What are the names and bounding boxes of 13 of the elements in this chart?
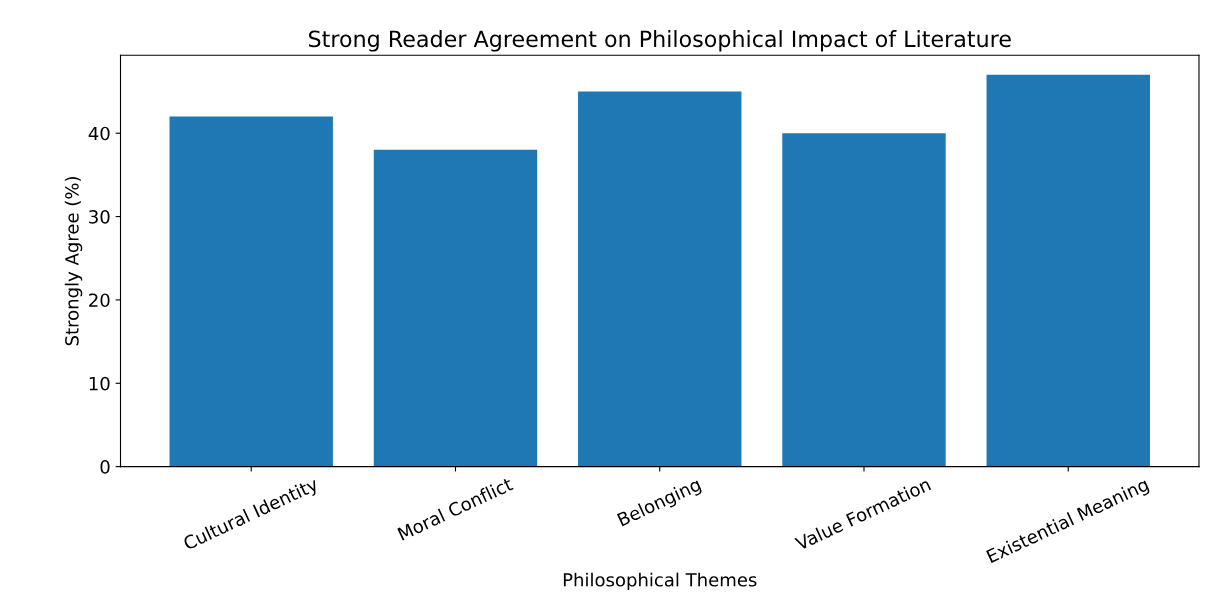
bar	[373, 149, 538, 467]
bar	[782, 133, 946, 467]
y-tick-label: 20	[89, 293, 110, 308]
x-axis-title: Philosophical Themes	[563, 572, 757, 591]
y-tick-label: 10	[89, 376, 110, 391]
bar	[169, 116, 333, 467]
bar	[986, 74, 1150, 467]
y-tick-label: 0	[100, 460, 110, 474]
chart-title: Strong Reader Agreement on Philosophical Impact of Literature	[308, 30, 1011, 52]
y-tick-label: 30	[89, 210, 110, 224]
y-tick-label: 40	[88, 126, 110, 141]
y-axis-title: Strongly Agree (%)	[64, 177, 83, 346]
bar	[578, 91, 742, 467]
